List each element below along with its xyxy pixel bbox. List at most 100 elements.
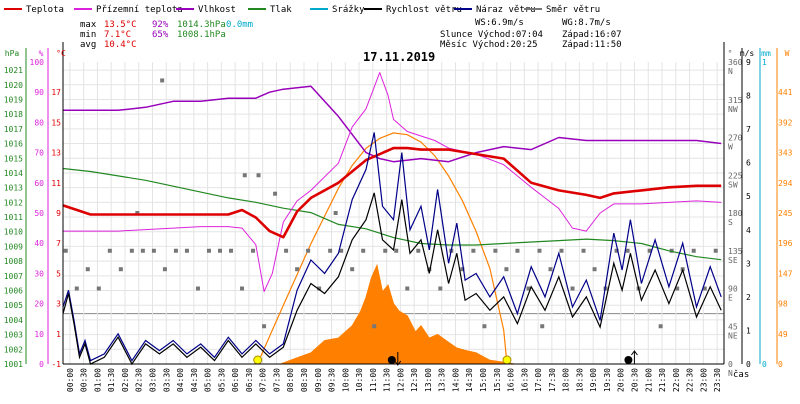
axis-unit-mm: mm xyxy=(761,49,771,58)
wind-direction-point xyxy=(625,248,630,253)
axis-tick-hPa: 1002 xyxy=(4,345,23,354)
wind-direction-point xyxy=(675,286,680,291)
wind-direction-point xyxy=(493,248,498,253)
axis-tick-pct: 80 xyxy=(34,118,44,127)
wind-direction-point xyxy=(658,324,663,329)
wind-direction-point xyxy=(74,286,79,291)
wind-direction-point xyxy=(295,267,300,272)
wind-direction-point xyxy=(118,267,123,272)
axis-unit-W: W xyxy=(785,49,790,58)
axis-tick-hPa: 1021 xyxy=(4,66,23,75)
axis-tick-hPa: 1001 xyxy=(4,360,23,369)
x-tick-label: 06:30 xyxy=(245,368,254,392)
axis-tick-label-dir: SW xyxy=(728,180,738,189)
moonrise-marker xyxy=(624,356,633,364)
axis-tick-pct: 20 xyxy=(34,300,44,309)
x-tick-label: 13:00 xyxy=(424,368,433,392)
axis-tick-pct: 70 xyxy=(34,149,44,158)
wind-direction-point xyxy=(162,267,167,272)
wind-direction-point xyxy=(405,286,410,291)
x-tick-label: 20:30 xyxy=(630,368,639,392)
wind-direction-point xyxy=(273,191,278,196)
stat-min-hum: 65% xyxy=(152,30,169,40)
x-tick-label: 05:30 xyxy=(217,368,226,392)
axis-tick-degC: 7 xyxy=(56,239,61,248)
axis-tick-W: 147 xyxy=(778,269,793,278)
x-tick-label: 01:30 xyxy=(107,368,116,392)
axis-tick-hPa: 1020 xyxy=(4,81,23,90)
wind-direction-point xyxy=(151,248,156,253)
stat-max-label: max xyxy=(80,20,97,30)
wind-direction-point xyxy=(184,248,189,253)
x-tick-label: 14:00 xyxy=(451,368,460,392)
axis-tick-label-dir: W xyxy=(728,143,733,152)
sunrise-marker xyxy=(253,355,263,365)
wind-direction-point xyxy=(135,211,140,215)
humidity-line xyxy=(63,85,722,163)
axis-tick-pct: 90 xyxy=(34,88,44,97)
x-tick-label: 22:30 xyxy=(686,368,695,392)
wind-direction-point xyxy=(691,248,696,253)
wind-direction-point xyxy=(328,248,333,253)
legend-label: Tlak xyxy=(270,5,292,15)
x-tick-label: 08:00 xyxy=(286,368,295,392)
wind-direction-point xyxy=(383,248,388,253)
wind-direction-point xyxy=(537,248,542,253)
axis-unit-ms: m/s xyxy=(740,49,755,58)
axis-tick-W: 392 xyxy=(778,118,793,127)
wind-speed-line xyxy=(62,192,722,366)
axis-tick-hPa: 1017 xyxy=(4,125,23,134)
x-tick-label: 12:00 xyxy=(396,368,405,392)
axis-tick-hPa: 1007 xyxy=(4,272,23,281)
x-tick-label: 04:00 xyxy=(176,368,185,392)
x-tick-label: 10:00 xyxy=(341,368,350,392)
wind-direction-point xyxy=(284,248,289,253)
x-tick-label: 02:00 xyxy=(121,368,130,392)
axis-tick-dir: 0 xyxy=(728,360,733,369)
x-tick-label: 00:00 xyxy=(66,368,75,392)
axis-tick-pct: 30 xyxy=(34,269,44,278)
stat-min-press: 1008.1hPa xyxy=(177,30,226,40)
axis-tick-label-dir: S xyxy=(728,218,733,227)
x-tick-label: 02:30 xyxy=(135,368,144,392)
info-moon: Měsíc Východ:20:25 xyxy=(440,40,538,50)
x-tick-label: 23:00 xyxy=(699,368,708,392)
stat-min-label: min xyxy=(80,30,96,40)
axis-tick-label-dir: SE xyxy=(728,256,738,265)
axis-unit-degC: °C xyxy=(56,49,66,58)
wind-direction-point xyxy=(63,248,68,253)
axis-tick-hPa: 1015 xyxy=(4,154,23,163)
axis-tick-W: 441 xyxy=(778,88,793,97)
x-tick-label: 03:30 xyxy=(162,368,171,392)
wind-gust-line xyxy=(62,132,722,362)
axis-tick-hPa: 1010 xyxy=(4,228,23,237)
axis-tick-W: 196 xyxy=(778,239,793,248)
axis-tick-dir: 225 xyxy=(728,171,743,180)
x-tick-label: 14:30 xyxy=(465,368,474,392)
axis-tick-mm: 0 xyxy=(762,360,767,369)
axis-tick-ms: 1 xyxy=(746,326,751,335)
axis-tick-ms: 3 xyxy=(746,259,751,268)
axis-unit-hPa: hPa xyxy=(5,49,20,58)
axis-tick-pct: 0 xyxy=(39,360,44,369)
axis-tick-degC: -1 xyxy=(51,360,61,369)
axis-tick-hPa: 1016 xyxy=(4,140,23,149)
x-tick-label: 13:30 xyxy=(438,368,447,392)
axis-unit-dir: ° xyxy=(728,49,733,58)
axis-tick-label-dir: N xyxy=(728,369,733,378)
wind-direction-point xyxy=(460,267,465,272)
ground-temperature-line xyxy=(63,72,722,292)
x-tick-label: 11:00 xyxy=(369,368,378,392)
axis-tick-hPa: 1009 xyxy=(4,242,23,251)
wind-direction-point xyxy=(427,267,432,272)
legend-label: Srážky xyxy=(332,5,365,15)
wind-direction-point xyxy=(160,78,165,83)
wind-direction-point xyxy=(570,286,575,291)
wind-direction-point xyxy=(333,211,338,215)
wind-direction-point xyxy=(548,267,553,272)
axis-tick-hPa: 1014 xyxy=(4,169,23,178)
wind-direction-point xyxy=(515,248,520,253)
info-moonset: Západ:11:50 xyxy=(562,40,622,50)
